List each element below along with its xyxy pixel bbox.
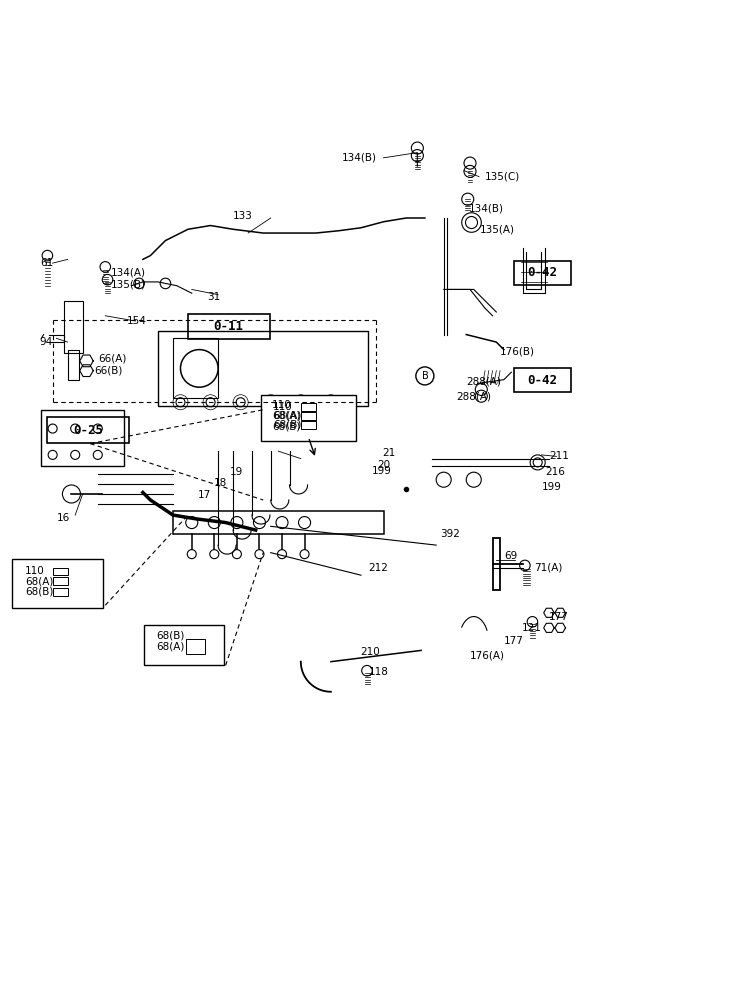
Text: 0-25: 0-25 (73, 424, 103, 437)
Bar (173, 338, 218, 398)
Text: 199: 199 (372, 466, 392, 476)
Text: 135(C): 135(C) (485, 172, 520, 182)
Text: 212: 212 (368, 563, 388, 573)
Text: 154: 154 (126, 316, 146, 326)
Bar (158, 331, 368, 406)
Text: 0-42: 0-42 (527, 374, 557, 387)
Text: 68(A): 68(A) (25, 576, 53, 586)
Text: 133: 133 (233, 211, 253, 221)
Text: 61: 61 (40, 258, 53, 268)
Bar (173, 511, 384, 534)
Text: 135(B): 135(B) (111, 279, 147, 289)
Text: 69: 69 (504, 551, 517, 561)
Text: 68(A): 68(A) (272, 411, 301, 421)
Text: 68(B): 68(B) (272, 421, 301, 431)
Text: 177: 177 (504, 636, 523, 646)
Bar (186, 639, 205, 654)
FancyBboxPatch shape (144, 625, 224, 665)
Text: 0-11: 0-11 (214, 320, 244, 333)
FancyBboxPatch shape (12, 559, 103, 608)
Text: 121: 121 (522, 623, 541, 633)
Text: 110: 110 (273, 402, 293, 412)
Bar (301, 403, 316, 411)
Text: 288(A): 288(A) (466, 376, 502, 386)
Text: 21: 21 (382, 448, 396, 458)
Text: 134(A): 134(A) (111, 267, 147, 277)
Text: 66(A): 66(A) (98, 354, 126, 364)
Text: B: B (422, 371, 428, 381)
Bar (64, 301, 83, 353)
Text: 68(B): 68(B) (25, 587, 53, 597)
Text: 18: 18 (214, 478, 227, 488)
Text: 211: 211 (549, 451, 569, 461)
Bar (53, 588, 68, 596)
Text: 94: 94 (40, 337, 53, 347)
Bar (41, 410, 124, 466)
Text: 19: 19 (229, 467, 243, 477)
Text: 199: 199 (541, 482, 561, 492)
Text: 110: 110 (272, 400, 292, 410)
Text: 16: 16 (56, 513, 70, 523)
Text: 0-42: 0-42 (527, 266, 557, 279)
Text: 68(A): 68(A) (156, 642, 185, 652)
Text: 176(A): 176(A) (470, 651, 505, 661)
Text: 135(A): 135(A) (480, 224, 515, 234)
Bar (68, 350, 79, 380)
Text: 68(B): 68(B) (273, 420, 302, 430)
Text: 118: 118 (368, 667, 388, 677)
Bar (301, 412, 316, 420)
Text: 110: 110 (25, 566, 44, 576)
Text: 68(B): 68(B) (156, 630, 185, 640)
Text: 177: 177 (549, 612, 569, 622)
Text: 66(B): 66(B) (94, 366, 123, 376)
Text: 288(A): 288(A) (456, 392, 492, 402)
Text: 216: 216 (545, 467, 565, 477)
FancyBboxPatch shape (261, 395, 356, 441)
Bar (53, 568, 68, 575)
Bar (53, 577, 68, 585)
Text: 134(B): 134(B) (342, 153, 378, 163)
Text: 71(A): 71(A) (534, 563, 562, 573)
Text: 210: 210 (360, 647, 380, 657)
Text: 17: 17 (198, 490, 211, 500)
Text: 68(A): 68(A) (273, 411, 302, 421)
Text: 392: 392 (440, 529, 459, 539)
Text: 31: 31 (207, 292, 220, 302)
Bar (493, 538, 500, 590)
Text: 20: 20 (378, 460, 390, 470)
Bar (301, 421, 316, 429)
Text: 176(B): 176(B) (500, 346, 535, 356)
Text: 134(B): 134(B) (468, 203, 504, 213)
